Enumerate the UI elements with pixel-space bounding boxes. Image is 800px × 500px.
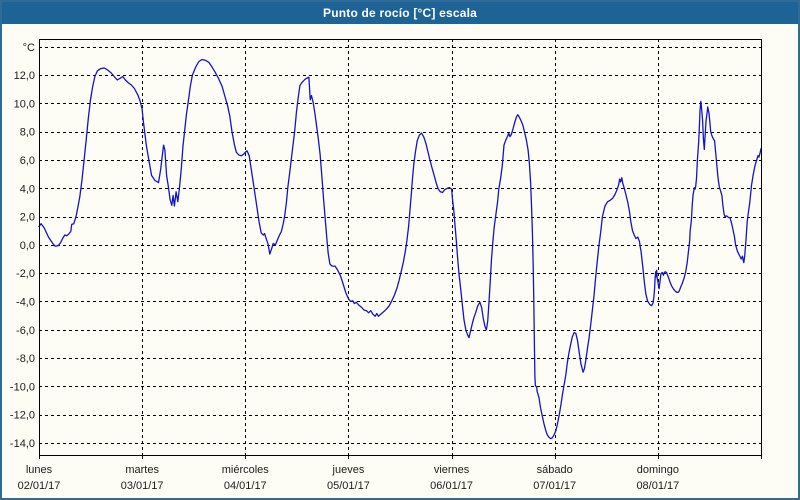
- page-title: Punto de rocío [°C] escala: [322, 6, 478, 20]
- svg-text:-8,0: -8,0: [16, 353, 35, 365]
- svg-text:04/01/17: 04/01/17: [224, 480, 267, 492]
- chart-area: °C 12,0 10,0 8,0 6,0 4,0 2,0 0,0 -2,0 -4,0 -6,0 -8,…: [2, 24, 798, 498]
- svg-text:-14,0: -14,0: [10, 438, 35, 450]
- svg-text:lunes: lunes: [26, 464, 53, 476]
- svg-text:06/01/17: 06/01/17: [430, 480, 473, 492]
- svg-text:07/01/17: 07/01/17: [533, 480, 576, 492]
- svg-text:4,0: 4,0: [20, 183, 35, 195]
- svg-text:-12,0: -12,0: [10, 410, 35, 422]
- svg-text:10,0: 10,0: [14, 98, 35, 110]
- svg-text:domingo: domingo: [637, 464, 679, 476]
- svg-text:viernes: viernes: [434, 464, 470, 476]
- svg-text:-4,0: -4,0: [16, 296, 35, 308]
- dew-point-chart: °C 12,0 10,0 8,0 6,0 4,0 2,0 0,0 -2,0 -4,0 -6,0 -8,…: [10, 39, 762, 492]
- plot-border: [39, 39, 762, 456]
- svg-text:08/01/17: 08/01/17: [636, 480, 679, 492]
- svg-text:6,0: 6,0: [20, 155, 35, 167]
- gridlines: [39, 39, 761, 455]
- svg-text:2,0: 2,0: [20, 212, 35, 224]
- svg-text:jueves: jueves: [332, 464, 365, 476]
- svg-text:°C: °C: [23, 42, 35, 54]
- svg-text:sábado: sábado: [537, 464, 573, 476]
- svg-text:12,0: 12,0: [14, 70, 35, 82]
- title-bar: Punto de rocío [°C] escala: [2, 2, 798, 24]
- svg-text:-6,0: -6,0: [16, 325, 35, 337]
- svg-text:martes: martes: [125, 464, 159, 476]
- svg-text:8,0: 8,0: [20, 127, 35, 139]
- svg-text:0,0: 0,0: [20, 240, 35, 252]
- svg-text:-10,0: -10,0: [10, 381, 35, 393]
- x-axis-labels: lunes 02/01/17 martes 03/01/17 miércoles 04/0…: [18, 464, 680, 492]
- y-axis-labels: °C 12,0 10,0 8,0 6,0 4,0 2,0 0,0 -2,0 -4,0 -6,0 -8,…: [10, 42, 35, 450]
- svg-text:-2,0: -2,0: [16, 268, 35, 280]
- svg-text:05/01/17: 05/01/17: [327, 480, 370, 492]
- svg-text:miércoles: miércoles: [222, 464, 270, 476]
- dew-point-line: [38, 58, 762, 440]
- svg-text:03/01/17: 03/01/17: [121, 480, 164, 492]
- svg-text:02/01/17: 02/01/17: [18, 480, 61, 492]
